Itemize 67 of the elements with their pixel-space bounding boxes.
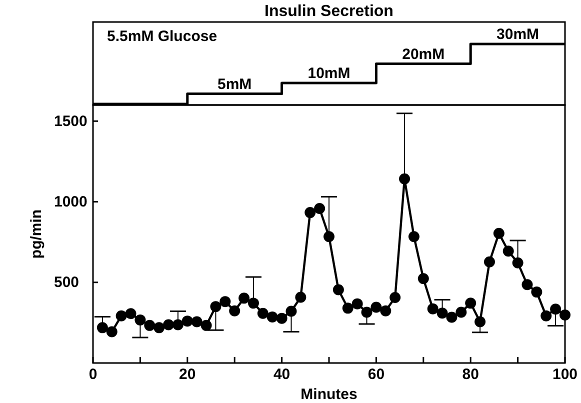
point [512, 257, 524, 268]
point [493, 228, 504, 239]
point [465, 298, 476, 309]
point [560, 309, 570, 320]
point [456, 306, 467, 318]
x-tick-label: 40 [273, 366, 290, 383]
point [257, 308, 268, 319]
point [370, 302, 382, 313]
point [125, 308, 136, 320]
annotation: 5.5mM Glucose [107, 28, 218, 45]
point [134, 314, 146, 326]
point [229, 305, 240, 316]
point [314, 203, 326, 214]
point [286, 306, 297, 317]
point [295, 292, 306, 303]
point [427, 303, 438, 314]
x-axis-title: Minutes [300, 386, 358, 403]
point [342, 302, 354, 314]
x-tick-label: 60 [368, 366, 385, 383]
x-tick-label: 80 [462, 366, 479, 383]
point [390, 292, 401, 304]
point [116, 310, 127, 322]
point [399, 173, 410, 184]
point [276, 312, 288, 324]
point [540, 310, 552, 322]
point [154, 322, 165, 334]
y-axis-title: pg/min [28, 209, 45, 259]
point [446, 312, 458, 323]
point [248, 298, 259, 309]
x-tick-label: 0 [88, 366, 98, 383]
y-tick-label: 1000 [54, 194, 88, 211]
annotation: 5mM [218, 76, 252, 93]
point [106, 326, 118, 338]
point [144, 320, 156, 331]
point [502, 246, 514, 257]
point [380, 305, 392, 316]
point [408, 231, 420, 242]
annotation: 20mM [402, 46, 445, 63]
point [200, 320, 212, 331]
x-tick-label: 20 [179, 366, 196, 383]
y-tick-label: 500 [54, 274, 80, 292]
point [96, 322, 108, 334]
point [172, 319, 184, 330]
annotation: 30mM [496, 26, 540, 43]
point [522, 279, 533, 290]
point [361, 306, 372, 318]
point [352, 298, 363, 310]
point [191, 316, 202, 328]
point [238, 292, 250, 304]
point [332, 284, 344, 296]
point [210, 301, 222, 312]
point [266, 312, 278, 323]
point [418, 273, 429, 284]
chart-title: Insulin Secretion [264, 3, 394, 20]
point [550, 304, 562, 315]
point [324, 231, 334, 242]
point [531, 286, 542, 298]
point [436, 308, 448, 319]
point [304, 207, 316, 218]
point [474, 316, 486, 328]
point [484, 256, 495, 268]
x-tick-label: 100 [552, 366, 578, 383]
annotation: 10mM [308, 65, 350, 82]
y-tick-label: 1500 [54, 112, 88, 130]
point [182, 316, 193, 327]
point [163, 319, 174, 330]
point [220, 296, 231, 308]
